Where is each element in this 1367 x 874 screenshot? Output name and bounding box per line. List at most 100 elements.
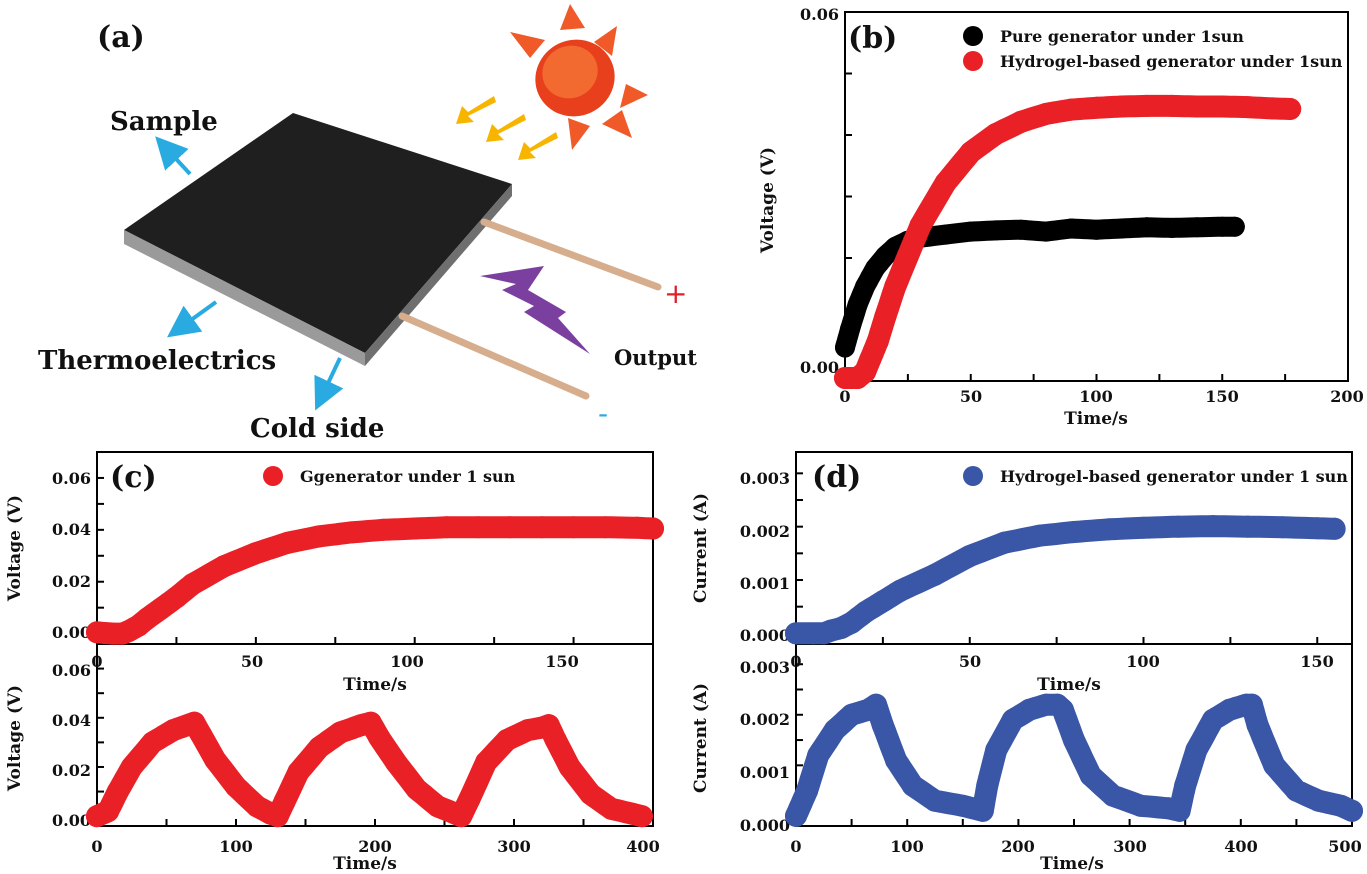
legend-marker-d xyxy=(963,466,983,486)
d-bottom-ytick: 0.000 xyxy=(740,816,790,835)
pure-generator-point xyxy=(1011,219,1032,240)
d-top-ytick: 0.002 xyxy=(740,522,790,541)
pure-generator-point xyxy=(1136,217,1157,238)
c-top-ytick: 0.02 xyxy=(52,572,91,591)
d-top-point xyxy=(1202,515,1224,538)
panel-a-label: (a) xyxy=(97,20,145,55)
d-top-point xyxy=(1063,521,1085,543)
d-bottom-point xyxy=(1051,698,1074,721)
d-top-point xyxy=(924,563,946,586)
c-bottom-point xyxy=(630,805,653,828)
d-bottom-point xyxy=(1129,794,1152,817)
c-top-ytick: 0.04 xyxy=(52,520,91,539)
d-bottom-point xyxy=(901,774,924,797)
hydrogel-generator-point xyxy=(1279,97,1302,120)
d-bottom-point xyxy=(871,713,894,736)
panel-b-ytick-bottom: 0.00 xyxy=(800,358,839,377)
d-bottom-point xyxy=(865,693,888,716)
c-top-ytick: 0.06 xyxy=(52,469,91,488)
d-top-xlabel: Time/s xyxy=(1037,675,1101,695)
c-bottom-ytick: 0.06 xyxy=(52,661,91,680)
output-label: Output xyxy=(614,345,697,370)
d-bottom-point xyxy=(1101,784,1124,807)
c-top-trace xyxy=(86,516,664,645)
d-bottom-xtick: 0 xyxy=(790,837,801,856)
hydrogel-generator-point xyxy=(896,244,919,267)
hydrogel-generator-point xyxy=(984,122,1007,145)
hydrogel-generator-point xyxy=(884,275,907,298)
d-bottom-ytick: 0.002 xyxy=(740,710,790,729)
pure-generator-point xyxy=(1224,216,1245,237)
c-bottom-point xyxy=(405,778,428,801)
c-top-point xyxy=(562,516,585,539)
d-top-point xyxy=(871,590,894,613)
pure-generator-point xyxy=(1187,217,1208,238)
c-top-point xyxy=(213,555,236,578)
c-top-point xyxy=(244,542,267,565)
d-bottom-point xyxy=(1063,729,1085,752)
hydrogel-generator-point xyxy=(1060,98,1083,121)
c-top-xtick: 150 xyxy=(545,652,578,671)
sun-icon xyxy=(510,4,648,150)
hydrogel-generator-point xyxy=(1135,94,1158,117)
hydrogel-generator-point xyxy=(1110,95,1133,118)
c-bottom-point xyxy=(97,800,120,823)
d-bottom-point xyxy=(951,794,974,817)
pure-generator-point xyxy=(835,337,855,358)
pure-generator-point xyxy=(960,221,981,242)
d-bottom-ytick: 0.003 xyxy=(740,658,790,677)
d-bottom-point xyxy=(1218,698,1241,721)
d-bottom-xtick: 400 xyxy=(1224,837,1257,856)
hydrogel-generator-trace xyxy=(834,94,1302,389)
plus-sign: + xyxy=(664,277,687,310)
d-bottom-point xyxy=(840,703,863,726)
hydrogel-generator-point xyxy=(909,214,932,237)
c-top-point xyxy=(626,516,649,539)
c-bottom-point xyxy=(600,797,623,820)
pure-generator-point xyxy=(985,220,1006,241)
d-bottom-xlabel: Time/s xyxy=(1040,854,1104,874)
panel-d-label: (d) xyxy=(812,460,861,495)
c-bottom-point xyxy=(458,787,481,810)
d-top-ytick: 0.000 xyxy=(740,626,790,645)
lightning-icon xyxy=(480,266,590,354)
thermoelectrics-label: Thermoelectrics xyxy=(38,346,276,376)
d-bottom-point xyxy=(1341,799,1363,822)
sample-label: Sample xyxy=(110,107,218,137)
hydrogel-generator-point xyxy=(959,141,982,164)
panel-b-xlabel: Time/s xyxy=(1064,409,1128,429)
d-bottom-point xyxy=(1174,774,1197,797)
c-bottom-ytick: 0.02 xyxy=(52,761,91,780)
d-top-xtick: 100 xyxy=(1126,652,1159,671)
d-top-point xyxy=(1132,516,1155,539)
c-bottom-point xyxy=(106,780,129,803)
panel-b-xtick: 150 xyxy=(1205,387,1238,406)
c-top-point xyxy=(403,517,426,540)
hydrogel-generator-point xyxy=(1035,102,1058,125)
c-top-point xyxy=(86,621,108,644)
legend-marker-hydrogel xyxy=(963,51,983,71)
c-bottom-point xyxy=(384,751,407,774)
negative-lead xyxy=(398,312,590,400)
c-bottom-point xyxy=(558,755,581,778)
d-bottom-point xyxy=(1001,708,1024,731)
c-top-point xyxy=(149,597,172,620)
d-top-point xyxy=(889,579,912,602)
d-bottom-point xyxy=(1307,789,1330,812)
legend-marker-pure xyxy=(963,26,983,46)
d-bottom-point xyxy=(1018,698,1041,721)
d-top-point xyxy=(1271,516,1294,539)
legend-hydrogel: Hydrogel-based generator under 1sun xyxy=(1000,52,1343,71)
c-top-xtick: 50 xyxy=(241,652,263,671)
d-bottom-xtick: 200 xyxy=(1001,837,1034,856)
d-bottom-xtick: 300 xyxy=(1113,837,1146,856)
panel-b-xtick: 50 xyxy=(960,387,982,406)
d-top-point xyxy=(993,531,1016,554)
panel-d: (d) Hydrogel-based generator under 1 sun… xyxy=(691,451,1363,874)
d-bottom-point xyxy=(976,774,999,797)
d-top-point xyxy=(1236,515,1259,538)
hydrogel-generator-point xyxy=(1085,96,1108,119)
pure-generator-point xyxy=(1161,217,1182,238)
panel-b-ticks xyxy=(845,72,1287,381)
